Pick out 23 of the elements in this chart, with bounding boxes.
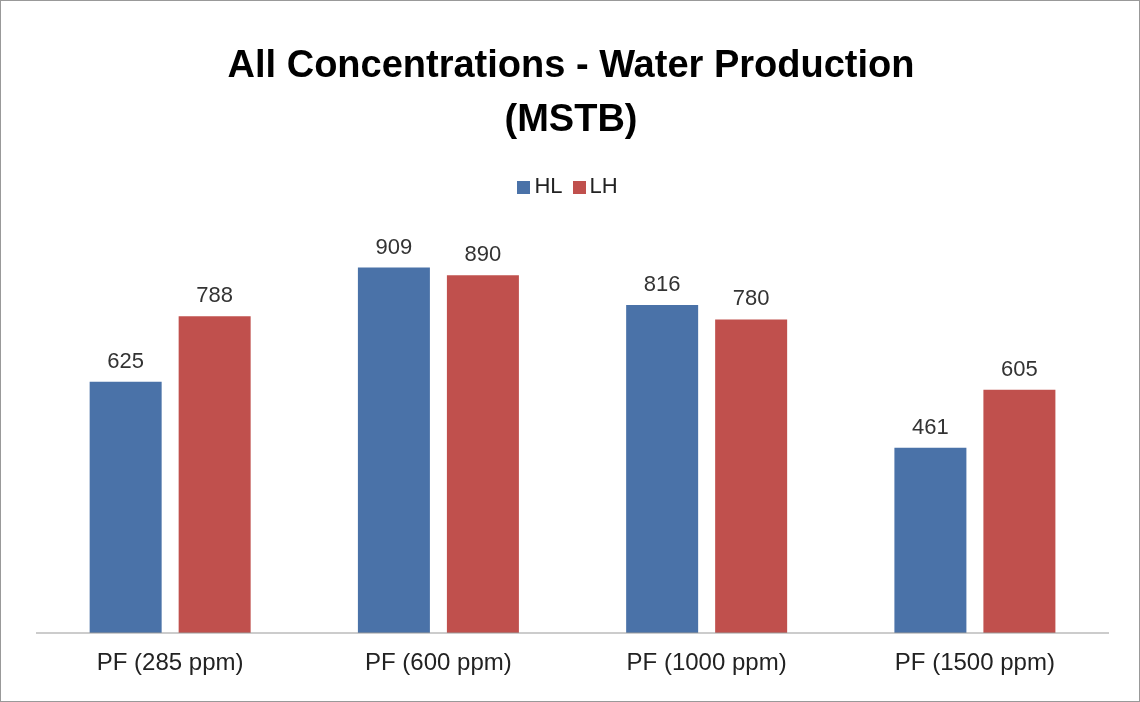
legend-label: LH [589, 173, 618, 198]
data-label: 605 [1001, 355, 1038, 381]
x-tick-label: PF (1500 ppm) [894, 648, 1055, 676]
bar [178, 316, 251, 633]
data-label: 816 [643, 270, 681, 296]
bar [357, 267, 430, 633]
data-label: 461 [912, 413, 949, 439]
bar [715, 319, 788, 633]
data-label: 890 [464, 241, 502, 267]
data-label: 780 [732, 285, 770, 311]
bar [89, 381, 162, 633]
bar [446, 275, 519, 633]
x-tick-label: PF (285 ppm) [96, 648, 244, 676]
data-label: 625 [107, 347, 145, 373]
bar [626, 304, 699, 633]
x-tick-label: PF (1000 ppm) [626, 648, 787, 676]
legend-label: HL [534, 173, 563, 198]
data-label: 788 [196, 282, 234, 308]
data-label: 909 [375, 233, 413, 259]
bar [983, 389, 1056, 633]
chart-title: All Concentrations - Water Production (MSTB) [226, 42, 916, 141]
x-tick-label: PF (600 ppm) [365, 648, 512, 676]
bar [894, 447, 967, 633]
